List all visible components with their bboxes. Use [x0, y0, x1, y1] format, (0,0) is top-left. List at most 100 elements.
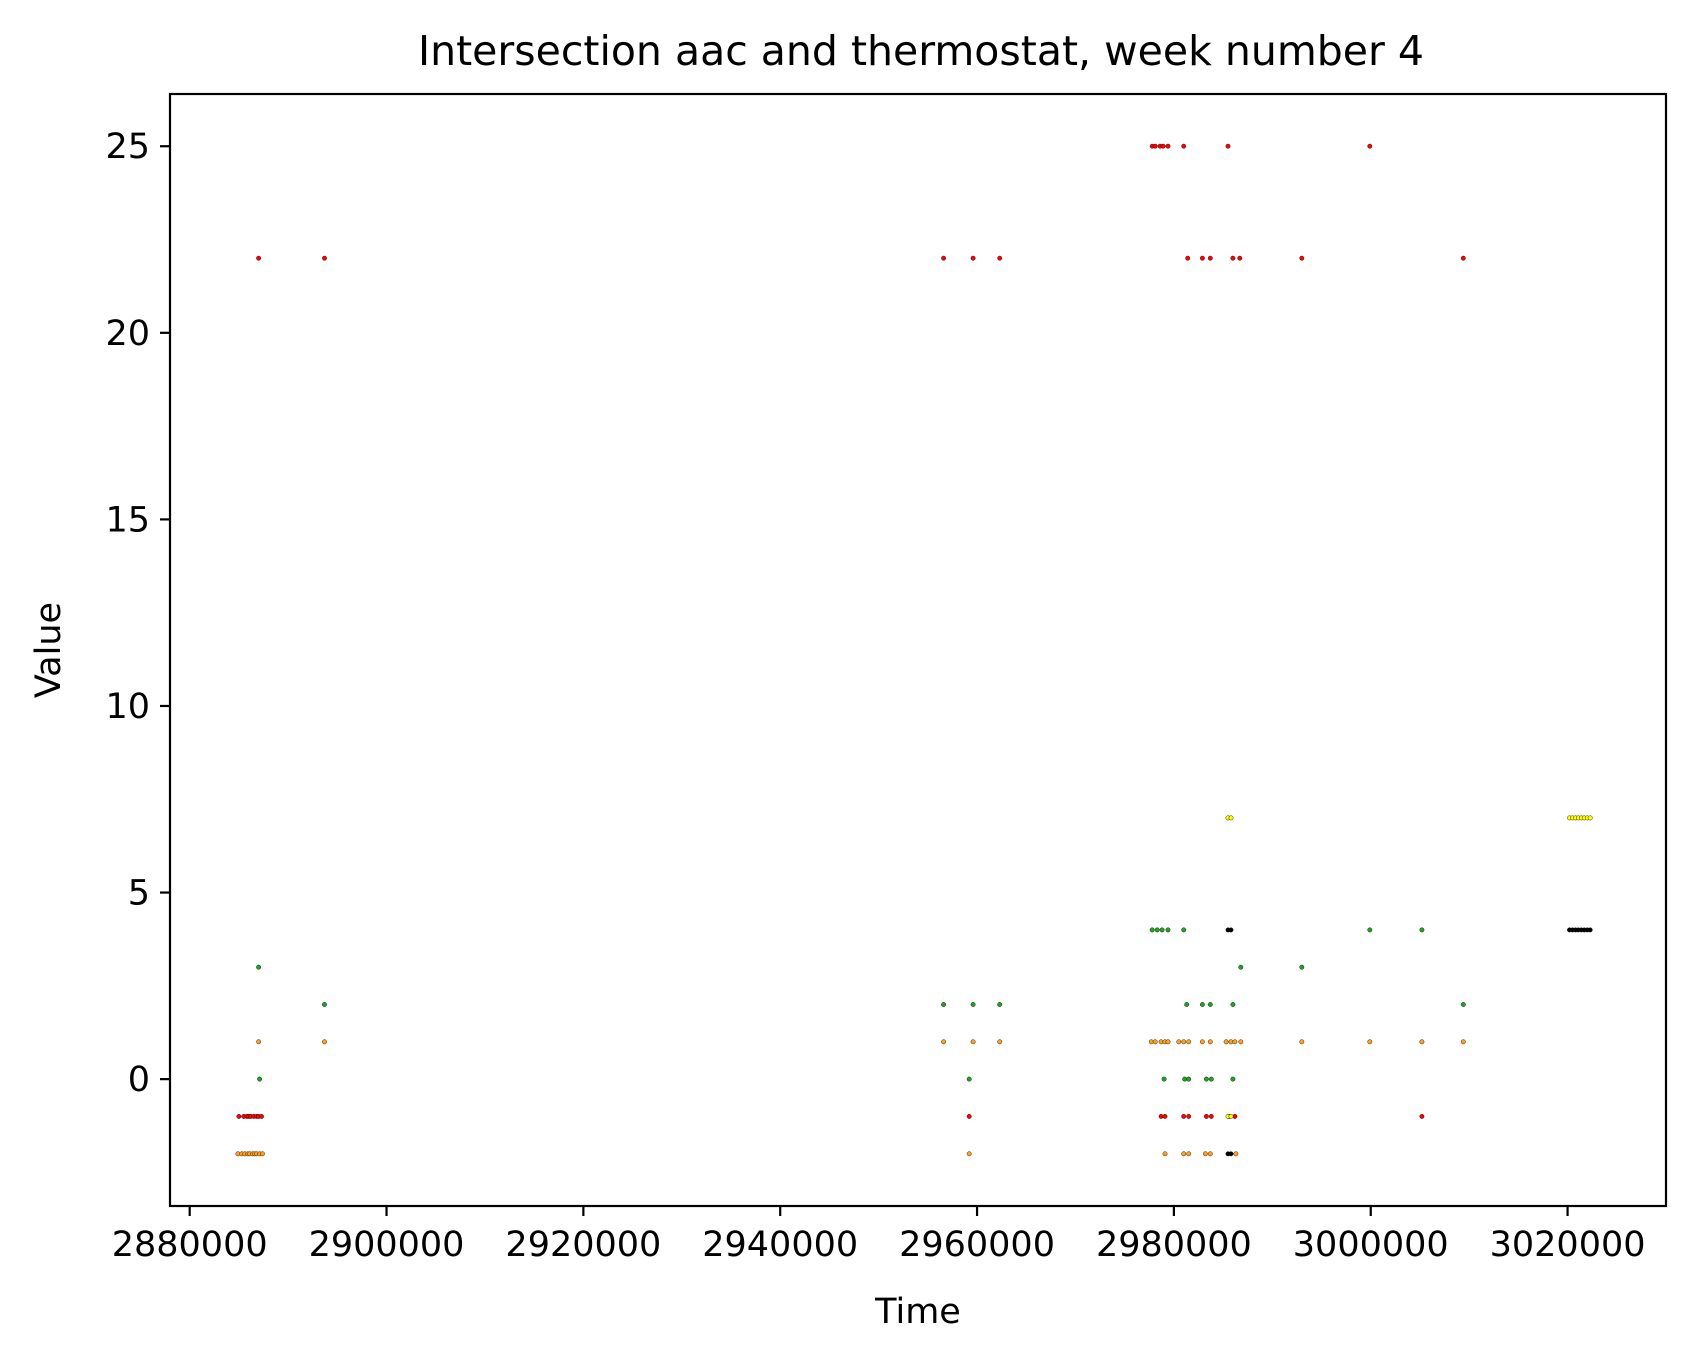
point-green-16 [1184, 1002, 1190, 1007]
point-red-16 [1230, 255, 1236, 261]
point-green-8 [1154, 927, 1160, 933]
point-red-2 [941, 255, 946, 261]
point-red-35 [1208, 1114, 1214, 1119]
point-green-5 [997, 1002, 1003, 1007]
data-points [235, 143, 1593, 1157]
point-orange-15 [1223, 1039, 1229, 1045]
y-tick-label-1: 5 [128, 874, 150, 914]
point-green-3 [941, 1002, 946, 1007]
y-tick-label-0: 0 [128, 1060, 150, 1100]
point-green-14 [1238, 964, 1244, 970]
point-red-38 [1419, 1114, 1425, 1119]
point-orange-22 [1460, 1039, 1466, 1045]
point-black-11 [1587, 927, 1593, 933]
x-axis: 2880000 2900000 2920000 2940000 2960000 29800… [112, 1206, 1646, 1265]
point-orange-1 [322, 1039, 327, 1045]
point-orange-4 [997, 1039, 1003, 1045]
point-green-1 [322, 1002, 327, 1007]
y-axis: 0 5 10 15 20 25 [105, 127, 170, 1100]
point-green-2 [257, 1076, 262, 1082]
point-green-23 [1186, 1076, 1192, 1082]
point-orange-21 [1419, 1039, 1425, 1045]
point-green-21 [1161, 1076, 1167, 1082]
point-red-1 [322, 255, 327, 261]
point-black-3 [1228, 1151, 1234, 1157]
point-red-6 [1152, 143, 1158, 149]
x-tick-label-5: 2980000 [1096, 1225, 1252, 1265]
point-red-18 [1299, 255, 1305, 261]
point-green-9 [1159, 927, 1165, 933]
point-red-4 [997, 255, 1003, 261]
point-red-11 [1225, 143, 1231, 149]
point-red-15 [1207, 255, 1213, 261]
point-green-10 [1165, 927, 1171, 933]
point-green-20 [1460, 1002, 1466, 1007]
point-red-28 [259, 1114, 264, 1119]
point-red-34 [1204, 1114, 1209, 1119]
point-red-29 [966, 1114, 972, 1119]
point-green-25 [1208, 1076, 1214, 1082]
point-red-13 [1185, 255, 1191, 261]
point-green-19 [1230, 1002, 1236, 1007]
point-red-31 [1162, 1114, 1168, 1119]
x-tick-label-7: 3020000 [1490, 1225, 1646, 1265]
point-orange-39 [1233, 1151, 1239, 1157]
point-red-17 [1237, 255, 1243, 261]
point-green-17 [1200, 1002, 1205, 1007]
point-orange-18 [1238, 1039, 1244, 1045]
point-green-24 [1204, 1076, 1209, 1082]
point-orange-37 [1203, 1151, 1208, 1157]
point-orange-33 [966, 1151, 972, 1157]
point-green-12 [1367, 927, 1373, 933]
point-green-26 [1230, 1076, 1236, 1082]
point-yellow-3 [1228, 1114, 1234, 1119]
point-green-22 [1182, 1076, 1188, 1082]
point-yellow-11 [1587, 815, 1593, 821]
point-green-11 [1181, 927, 1187, 933]
point-orange-6 [1152, 1039, 1158, 1045]
point-red-20 [236, 1114, 242, 1119]
point-orange-0 [256, 1039, 261, 1045]
point-black-1 [1228, 927, 1234, 933]
point-red-32 [1181, 1114, 1187, 1119]
point-green-15 [1299, 964, 1305, 970]
point-red-12 [1367, 143, 1373, 149]
point-orange-12 [1186, 1039, 1192, 1045]
x-tick-label-1: 2900000 [309, 1225, 465, 1265]
point-red-10 [1181, 143, 1187, 149]
point-orange-17 [1232, 1039, 1238, 1045]
point-orange-9 [1165, 1039, 1171, 1045]
point-orange-35 [1181, 1151, 1187, 1157]
point-green-0 [256, 964, 261, 970]
point-orange-14 [1207, 1039, 1213, 1045]
y-tick-label-5: 25 [105, 127, 150, 167]
y-axis-label: Value [29, 602, 69, 698]
point-orange-11 [1181, 1039, 1187, 1045]
point-green-7 [1149, 927, 1155, 933]
x-tick-label-2: 2920000 [505, 1225, 661, 1265]
point-orange-32 [260, 1151, 265, 1157]
point-green-13 [1419, 927, 1425, 933]
point-red-33 [1186, 1114, 1192, 1119]
point-orange-19 [1299, 1039, 1305, 1045]
point-orange-20 [1367, 1039, 1373, 1045]
y-tick-label-2: 10 [105, 687, 150, 727]
point-orange-38 [1207, 1151, 1213, 1157]
point-orange-13 [1200, 1039, 1205, 1045]
point-green-6 [966, 1076, 972, 1082]
point-orange-34 [1162, 1151, 1168, 1157]
point-green-18 [1207, 1002, 1213, 1007]
x-tick-label-0: 2880000 [112, 1225, 268, 1265]
point-green-4 [970, 1002, 976, 1007]
point-orange-3 [970, 1039, 976, 1045]
x-tick-label-3: 2940000 [702, 1225, 858, 1265]
point-red-3 [970, 255, 976, 261]
point-yellow-1 [1228, 815, 1234, 821]
plot-area-frame [168, 92, 1668, 1208]
y-tick-label-3: 15 [105, 500, 150, 540]
point-orange-10 [1176, 1039, 1182, 1045]
point-red-19 [1460, 255, 1466, 261]
point-red-9 [1165, 143, 1171, 149]
y-tick-label-4: 20 [105, 314, 150, 354]
